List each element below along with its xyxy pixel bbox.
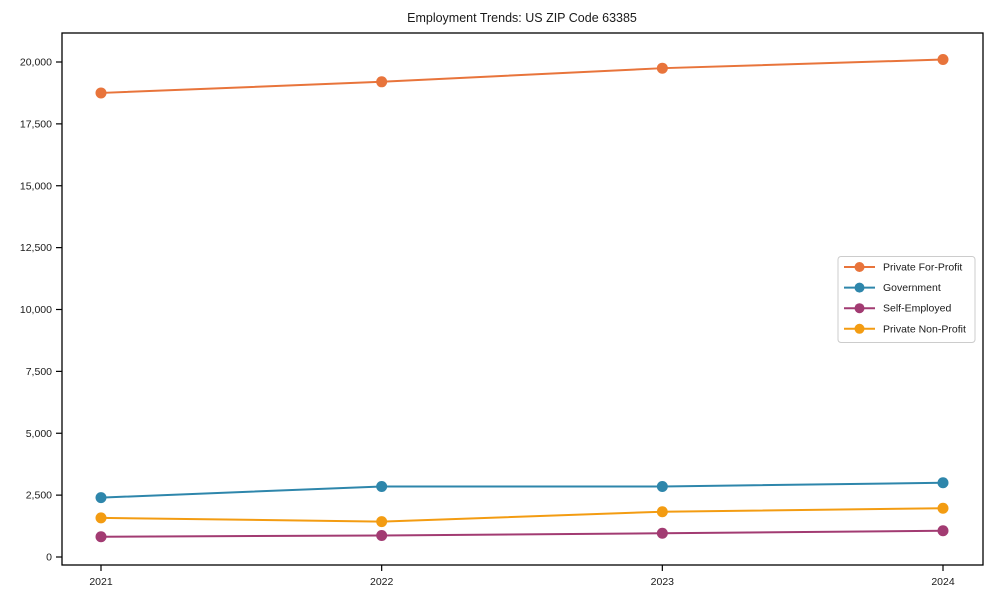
data-point-government-2022	[376, 480, 388, 492]
legend-label-self-employed: Self-Employed	[883, 303, 951, 315]
y-tick-label: 5,000	[26, 428, 52, 440]
legend-marker-private-non-profit	[854, 323, 865, 334]
x-tick-label: 2021	[89, 576, 113, 588]
x-tick-label: 2023	[651, 576, 675, 588]
data-point-government-2024	[937, 477, 949, 489]
data-point-government-2021	[95, 492, 107, 504]
data-point-private-non-profit-2024	[937, 502, 949, 514]
series-line-government	[100, 481, 944, 499]
data-point-private-for-profit-2022	[376, 76, 388, 88]
data-point-private-non-profit-2022	[376, 516, 388, 528]
y-tick-label: 7,500	[26, 366, 52, 378]
legend-label-government: Government	[883, 282, 941, 294]
legend-marker-self-employed	[854, 303, 865, 314]
series-line-private-non-profit	[100, 507, 944, 523]
series-line-private-for-profit	[100, 58, 944, 94]
legend-label-private-non-profit: Private Non-Profit	[883, 323, 966, 335]
data-point-self-employed-2023	[656, 527, 668, 539]
plot-area	[61, 32, 984, 566]
y-tick-label: 17,500	[20, 118, 52, 130]
data-point-private-non-profit-2023	[656, 506, 668, 518]
legend-marker-government	[854, 282, 865, 293]
x-tick-label: 2022	[370, 576, 394, 588]
data-point-private-for-profit-2021	[95, 87, 107, 99]
y-tick-label: 2,500	[26, 490, 52, 502]
data-point-self-employed-2021	[95, 531, 107, 543]
legend-box	[837, 256, 976, 343]
data-point-private-for-profit-2024	[937, 54, 949, 66]
chart-title: Employment Trends: US ZIP Code 63385	[407, 11, 637, 25]
data-point-government-2023	[656, 480, 668, 492]
y-tick-label: 20,000	[20, 57, 52, 69]
y-tick-label: 12,500	[20, 242, 52, 254]
series-line-self-employed	[100, 529, 944, 538]
data-point-private-for-profit-2023	[656, 62, 668, 74]
y-tick-label: 10,000	[20, 304, 52, 316]
y-tick-label: 0	[46, 552, 52, 564]
legend-label-private-for-profit: Private For-Profit	[883, 262, 962, 274]
y-tick-label: 15,000	[20, 180, 52, 192]
x-tick-label: 2024	[931, 576, 955, 588]
chart-render-root: 0 2,500 5,000 7,500 10,000 12,500 15,000 17,500…	[20, 32, 984, 588]
data-point-self-employed-2022	[376, 529, 388, 541]
data-point-private-non-profit-2021	[95, 512, 107, 524]
legend-marker-private-for-profit	[854, 262, 865, 272]
data-point-self-employed-2024	[937, 525, 949, 537]
